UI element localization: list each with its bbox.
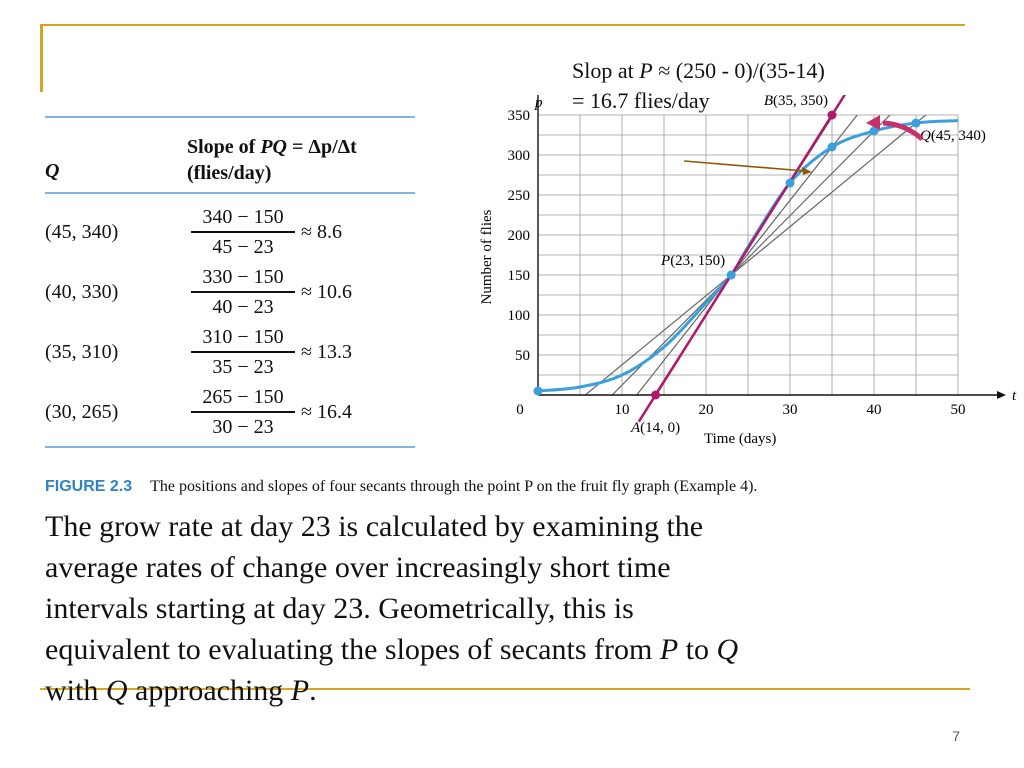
decor-bottom-rule [40,688,970,690]
y-axis-label: Number of flies [479,209,495,304]
x-tick-label: 20 [699,402,714,418]
x-axis-arrowhead [997,391,1006,399]
table-row: (35, 310) 310 − 150 35 − 23 ≈ 13.3 [45,324,352,380]
rotation-arrow [882,120,924,141]
point-p-label: P(23, 150) [660,253,725,269]
figure-caption-text: The positions and slopes of four secants… [150,478,758,495]
y-tick-label: 150 [508,268,531,284]
table-rule-top [45,116,415,118]
fraction: 265 − 150 30 − 23 [187,384,299,440]
x-axis-var: t [1012,388,1017,404]
pointer-arrowhead [802,167,812,175]
data-point [911,118,921,128]
y-tick-label: 300 [508,148,531,164]
table-rule-bottom [45,446,415,448]
point-b-label: B(35, 350) [764,95,828,109]
body-paragraph: The grow rate at day 23 is calculated by… [45,510,739,707]
decor-left-rule [40,24,43,92]
x-tick-label: 10 [615,402,630,418]
fraction: 340 − 150 45 − 23 [187,204,299,260]
y-tick-label: 250 [508,188,531,204]
rotation-arrowhead [866,115,880,130]
figure-label: FIGURE 2.3 [45,478,133,495]
table-row: (45, 340) 340 − 150 45 − 23 ≈ 8.6 [45,204,342,260]
secant-line [635,115,858,395]
x-tick-label: 30 [783,402,798,418]
y-axis-var: p [534,95,543,111]
figure-caption: FIGURE 2.3 The positions and slopes of fo… [45,478,757,496]
x-axis-label: Time (days) [704,431,776,447]
data-point [533,386,543,396]
data-point [827,142,837,152]
fraction: 310 − 150 35 − 23 [187,324,299,380]
y-tick-label: 50 [515,348,530,364]
slope-note-line2: = 16.7 flies/day [572,88,710,113]
data-point [726,270,736,280]
fraction: 330 − 150 40 − 23 [187,264,299,320]
decor-top-rule [40,24,965,26]
y-tick-label: 350 [508,108,531,124]
y-tick-label: 100 [508,308,531,324]
table-row: (30, 265) 265 − 150 30 − 23 ≈ 16.4 [45,384,352,440]
fruit-fly-chart: 0 10 20 30 40 50 50 100 150 200 250 300 350 P(23, 15… [479,95,1017,447]
header-q: Q [45,160,60,182]
x-tick-label: 0 [516,402,524,418]
tangent-line [637,95,847,423]
point-q-label: Q(45, 340) [920,128,986,144]
table-row: (40, 330) 330 − 150 40 − 23 ≈ 10.6 [45,264,352,320]
point-b [827,110,837,120]
y-tick-label: 200 [508,228,531,244]
point-a [651,390,661,400]
slope-note-line1: Slop at P ≈ (250 - 0)/(35-14) [572,58,825,83]
table-rule-header [45,192,415,194]
secant-line [584,115,927,395]
page-number: 7 [952,728,960,744]
x-tick-label: 50 [951,402,966,418]
header-slope: Slope of PQ = Δp/Δt (flies/day) [187,136,357,184]
data-point [869,126,879,136]
secant-line [611,115,891,395]
slope-note: Slop at P ≈ (250 - 0)/(35-14) = 16.7 fli… [572,56,825,116]
x-tick-label: 40 [867,402,882,418]
point-a-label: A(14, 0) [630,420,680,436]
data-point [785,178,795,188]
pointer-arrow [683,160,806,172]
